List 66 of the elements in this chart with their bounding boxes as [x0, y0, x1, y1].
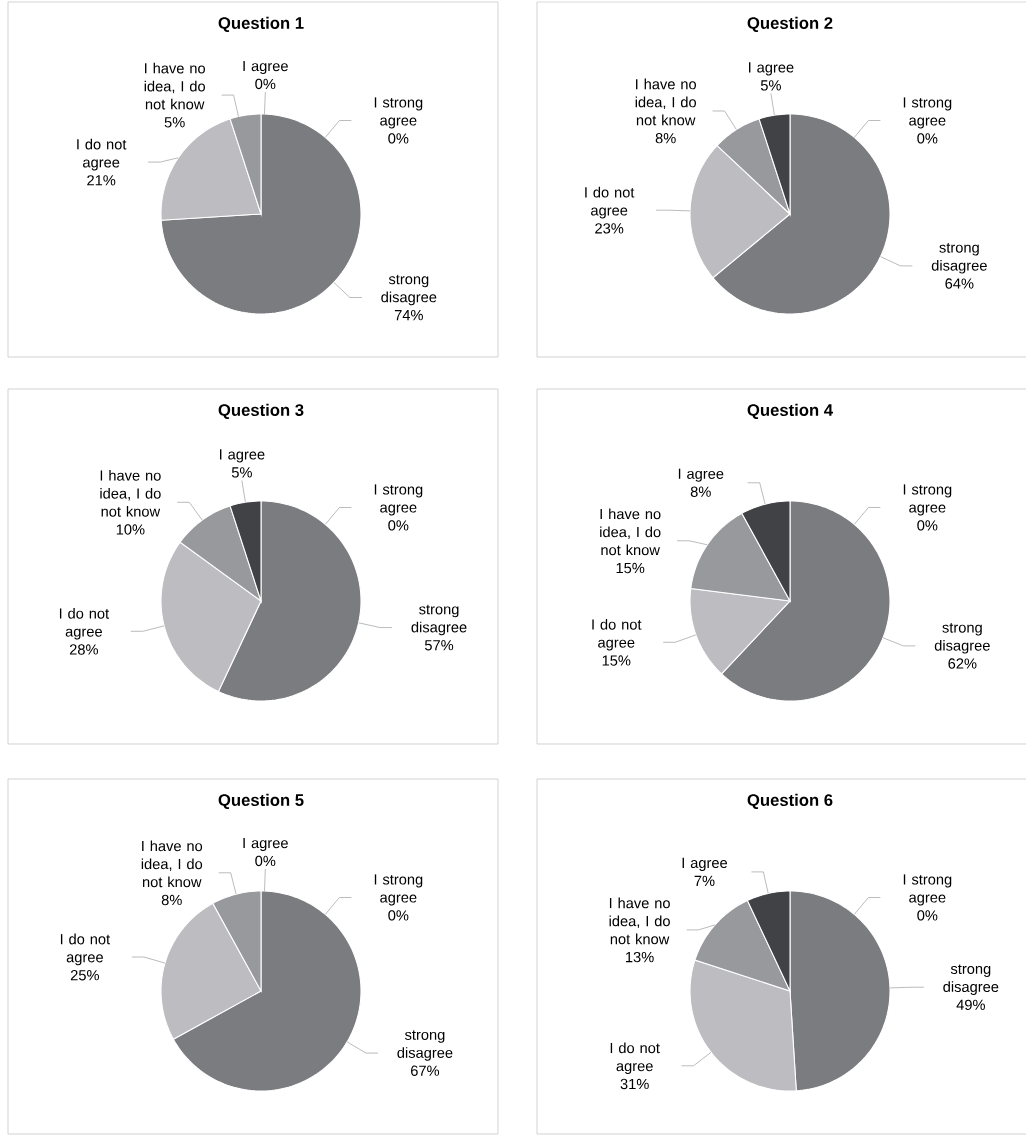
category-label: I strong agree	[374, 97, 423, 129]
data-label: 8%	[655, 133, 676, 144]
chart-title: Question 6	[747, 793, 833, 810]
data-label: 62%	[948, 658, 977, 669]
data-label: 67%	[411, 1065, 440, 1076]
category-label: I strong agree	[903, 874, 952, 906]
data-label: 25%	[70, 970, 99, 981]
data-label: 28%	[69, 644, 98, 655]
slice-label: I agree	[678, 468, 724, 482]
slice-label: I agree	[682, 857, 728, 871]
data-label: 7%	[694, 875, 715, 886]
slice-label: I have no idea, I do not know	[635, 78, 697, 126]
data-label: 10%	[116, 524, 145, 535]
chart-title: Question 2	[747, 16, 833, 33]
text: 0%	[917, 133, 938, 144]
data-label: 5%	[164, 117, 185, 128]
slice-label: strong disagree	[411, 604, 467, 636]
text: 0%	[255, 855, 276, 867]
text: 0%	[255, 78, 276, 90]
data-label: 15%	[616, 562, 645, 574]
data-label: 21%	[87, 175, 116, 186]
slice-label: I do not agree	[610, 1042, 660, 1075]
data-label: 5%	[760, 80, 781, 91]
data-label: 5%	[231, 467, 252, 478]
data-label: 15%	[602, 655, 631, 666]
slice-label: I do not agree	[592, 618, 642, 651]
data-label: 8%	[690, 486, 711, 497]
data-label: 57%	[424, 640, 454, 651]
chart-title: Question 4	[747, 403, 833, 420]
category-label: I strong agree	[374, 484, 423, 516]
slice-label: I do not agree	[59, 607, 110, 640]
slice-label: I do not agree	[585, 186, 635, 219]
data-label: 74%	[394, 310, 423, 321]
slice-label: strong disagree	[934, 623, 990, 654]
slice-label: I agree	[220, 449, 265, 463]
data-label: 49%	[956, 999, 985, 1011]
slice-label: I agree	[749, 62, 794, 76]
category-label: I agree	[243, 837, 288, 852]
category-label: I strong agree	[903, 484, 952, 516]
category-label: I strong agree	[374, 874, 423, 906]
slice-label: I have no idea, I do not know	[100, 469, 161, 517]
slice-label: I have no idea, I do not know	[144, 62, 206, 110]
slice-label: I have no idea, I do not know	[609, 897, 670, 945]
slice-label: I have no idea, I do not know	[600, 508, 661, 556]
chart-title: Question 3	[218, 403, 304, 420]
slice-label: strong disagree	[943, 964, 999, 995]
data-label: 13%	[626, 951, 654, 963]
chart-title: Question 1	[218, 16, 304, 33]
text: 0%	[388, 520, 409, 531]
category-label: I agree	[243, 60, 288, 75]
text: 0%	[917, 520, 938, 531]
slice-label: strong disagree	[397, 1030, 453, 1061]
chart-title: Question 5	[218, 793, 304, 810]
slice-label: I do not agree	[77, 138, 127, 171]
slice-label: I have no idea, I do not know	[141, 840, 203, 888]
data-label: 23%	[595, 223, 624, 234]
text: 0%	[917, 910, 938, 921]
data-label: 8%	[161, 894, 182, 906]
data-label: 31%	[620, 1078, 649, 1090]
slice-label: strong disagree	[931, 243, 987, 274]
text: 0%	[388, 910, 409, 921]
category-label: I strong agree	[903, 97, 952, 129]
text: 0%	[388, 133, 409, 144]
slice-label: strong disagree	[381, 274, 437, 306]
data-label: 64%	[945, 278, 974, 289]
slice-label: I do not agree	[60, 933, 111, 966]
